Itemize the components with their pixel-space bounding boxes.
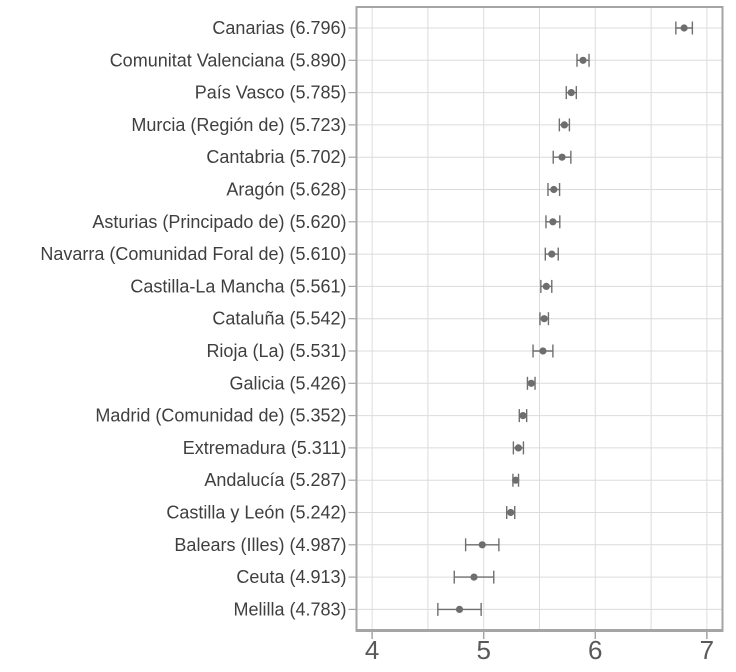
category-label: Ceuta (4.913) — [236, 567, 346, 587]
point-estimate-dot — [560, 121, 568, 129]
x-tick-label: 4 — [365, 635, 379, 665]
category-label: Canarias (6.796) — [212, 18, 346, 38]
category-label: Asturias (Principado de) (5.620) — [92, 212, 346, 232]
category-label: Andalucía (5.287) — [204, 470, 346, 490]
point-estimate-dot — [527, 379, 535, 387]
point-estimate-dot — [540, 315, 548, 323]
point-estimate-dot — [478, 541, 486, 549]
category-label: Castilla y León (5.242) — [166, 503, 346, 523]
point-estimate-dot — [519, 412, 527, 420]
point-estimate-dot — [548, 250, 556, 258]
x-tick-label: 5 — [476, 635, 490, 665]
category-label: Balears (Illes) (4.987) — [174, 535, 346, 555]
point-estimate-dot — [549, 218, 557, 226]
point-estimate-dot — [514, 444, 523, 452]
point-estimate-dot — [579, 56, 587, 64]
category-label: Madrid (Comunidad de) (5.352) — [95, 406, 346, 426]
category-label: Extremadura (5.311) — [183, 438, 347, 458]
category-label: Castilla-La Mancha (5.561) — [130, 276, 346, 296]
point-estimate-dot — [550, 185, 558, 194]
point-estimate-dot — [512, 476, 520, 484]
point-estimate-dot — [455, 605, 464, 614]
category-label: Comunitat Valenciana (5.890) — [110, 50, 347, 70]
point-estimate-dot — [567, 89, 575, 97]
point-estimate-dot — [507, 508, 515, 517]
category-label: Rioja (La) (5.531) — [206, 341, 346, 361]
point-estimate-dot — [558, 153, 566, 161]
category-label: Melilla (4.783) — [233, 599, 346, 619]
category-label: Murcia (Región de) (5.723) — [131, 115, 346, 135]
category-label: Navarra (Comunidad Foral de) (5.610) — [40, 244, 346, 264]
x-tick-label: 7 — [700, 635, 714, 665]
category-label: Cataluña (5.542) — [212, 309, 346, 329]
point-estimate-dot — [539, 347, 547, 355]
point-estimate-dot — [470, 573, 478, 581]
category-label: País Vasco (5.785) — [195, 83, 347, 103]
x-tick-label: 6 — [588, 635, 602, 665]
category-label: Galicia (5.426) — [229, 373, 346, 393]
point-estimate-dot — [680, 24, 688, 32]
category-label: Aragón (5.628) — [226, 180, 346, 200]
point-estimate-dot — [542, 282, 550, 290]
category-label: Cantabria (5.702) — [206, 147, 346, 167]
